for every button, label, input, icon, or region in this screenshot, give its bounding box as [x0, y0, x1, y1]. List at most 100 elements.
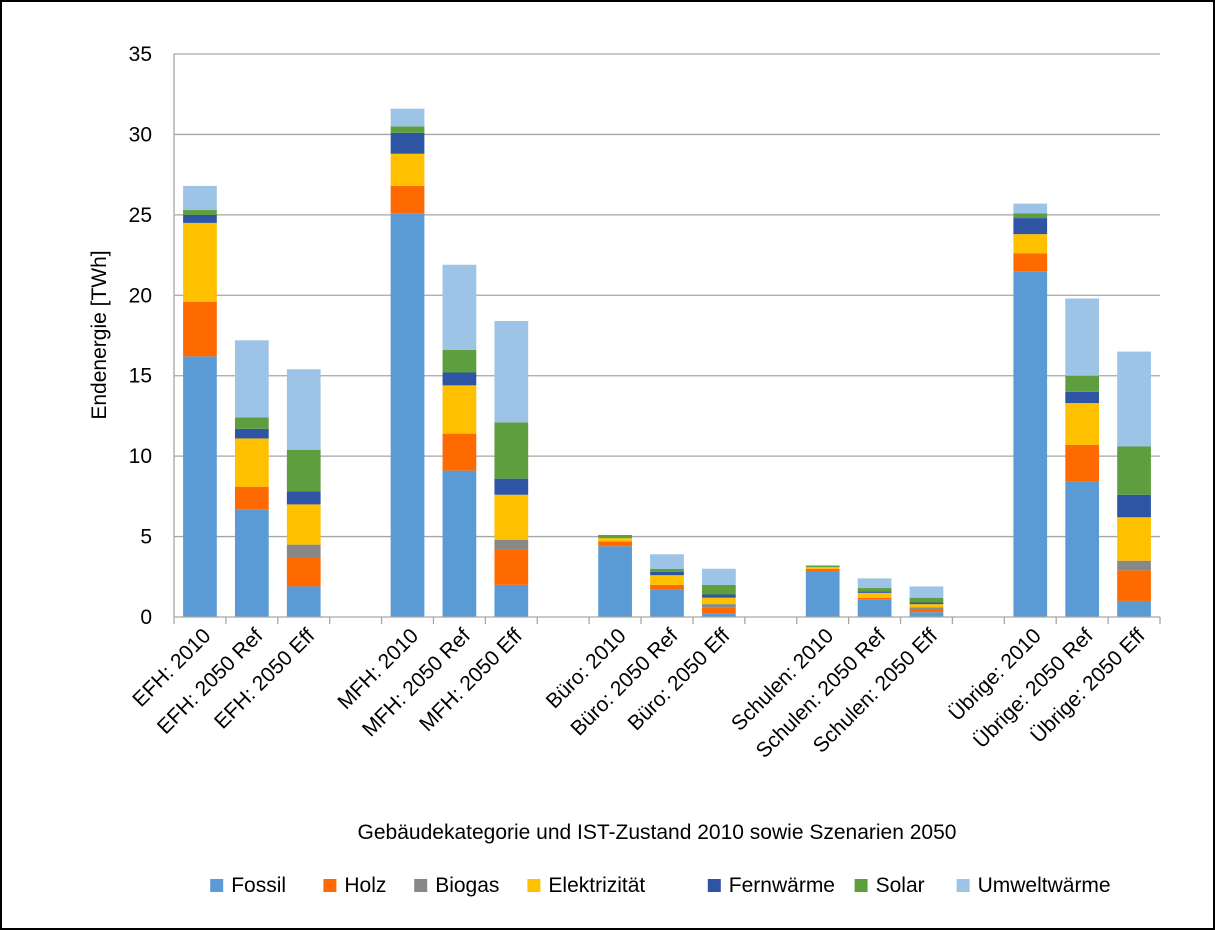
- bar-segment: [183, 210, 217, 215]
- legend-swatch: [527, 879, 541, 892]
- bar-segment: [650, 554, 684, 569]
- bar-segment: [494, 478, 529, 495]
- y-tick-label: 20: [129, 284, 152, 307]
- bar-segment: [598, 546, 632, 617]
- bar-segment: [183, 222, 217, 302]
- bar-segment: [234, 417, 269, 429]
- bar-segment: [857, 592, 892, 598]
- bar-segment: [650, 568, 684, 572]
- bar-segment: [442, 264, 477, 350]
- bar-segment: [857, 588, 892, 592]
- bar-segment: [442, 470, 477, 617]
- y-tick-label: 35: [129, 43, 152, 66]
- y-tick-label: 15: [129, 365, 152, 388]
- legend-swatch: [707, 879, 721, 892]
- bar-segment: [1013, 213, 1048, 219]
- bar-segment: [494, 539, 529, 550]
- bar-segment: [286, 491, 321, 505]
- bar-segment: [650, 584, 684, 590]
- bar-segment: [1065, 444, 1100, 482]
- legend-swatch: [210, 879, 224, 892]
- bar-segment: [702, 568, 736, 585]
- legend-label: Elektrizität: [548, 874, 645, 897]
- bar-segment: [1117, 517, 1151, 561]
- y-tick-label: 30: [129, 123, 152, 146]
- y-tick-label: 0: [140, 606, 152, 629]
- bar-segment: [442, 372, 477, 386]
- bar-segment: [286, 544, 321, 558]
- bar-segment: [702, 594, 736, 598]
- bar-segment: [857, 597, 892, 600]
- bar-segment: [909, 586, 944, 598]
- bar-segment: [234, 486, 269, 510]
- bar-segment: [442, 385, 477, 434]
- bar-segment: [494, 422, 529, 479]
- bar-segment: [1117, 446, 1151, 495]
- bar-segment: [1065, 481, 1100, 617]
- x-axis-title: Gebäudekategorie und IST-Zustand 2010 so…: [358, 821, 957, 844]
- legend-label: Fossil: [231, 874, 286, 897]
- legend-swatch: [854, 879, 868, 892]
- legend-label: Biogas: [435, 874, 499, 897]
- bar-segment: [183, 301, 217, 357]
- bar-segment: [390, 132, 425, 154]
- bar-segment: [1117, 351, 1151, 447]
- bar-segment: [286, 504, 321, 545]
- bar-segment: [909, 612, 944, 617]
- bar-segment: [1013, 253, 1048, 272]
- bar-segment: [805, 567, 840, 569]
- bar-segment: [494, 321, 529, 423]
- bar-segment: [1013, 271, 1048, 617]
- bar-segment: [650, 571, 684, 576]
- bar-segment: [1013, 234, 1048, 254]
- bar-segment: [390, 108, 425, 127]
- bar-segment: [1013, 218, 1048, 235]
- bar-segment: [702, 597, 736, 605]
- bar-segment: [286, 369, 321, 450]
- bar-segment: [286, 557, 321, 587]
- bar-segment: [702, 604, 736, 608]
- bar-segment: [1065, 391, 1100, 404]
- bar-segment: [1013, 203, 1048, 214]
- y-axis-title: Endenergie [TWh]: [88, 250, 111, 419]
- legend-label: Fernwärme: [729, 874, 835, 897]
- bar-segment: [598, 538, 632, 542]
- bar-segment: [857, 578, 892, 589]
- legend-label: Solar: [876, 874, 925, 897]
- bar-segment: [183, 356, 217, 617]
- bar-segment: [442, 433, 477, 471]
- legend: Fossil Holz Biogas Elektrizität Fernwärme Sol…: [210, 874, 1111, 897]
- bar-segment: [909, 597, 944, 603]
- bar-segment: [183, 214, 217, 223]
- legend-swatch: [414, 879, 428, 892]
- bar-segment: [702, 613, 736, 617]
- bar-segment: [390, 213, 425, 617]
- bar-segment: [183, 185, 217, 211]
- bar-segment: [390, 126, 425, 133]
- bar-segment: [390, 153, 425, 186]
- bar-segment: [702, 584, 736, 595]
- legend-swatch: [956, 879, 970, 892]
- bar-segment: [857, 591, 892, 593]
- bar-segment: [234, 428, 269, 439]
- gridlines: [174, 53, 1160, 538]
- bar-segment: [1117, 600, 1151, 617]
- bar-segment: [1117, 494, 1151, 518]
- bar-segment: [286, 449, 321, 492]
- y-tick-label: 10: [129, 445, 152, 468]
- bar-segment: [909, 602, 944, 605]
- bar-segment: [702, 607, 736, 614]
- bar-segment: [909, 607, 944, 609]
- bar-segment: [598, 534, 632, 539]
- bar-segment: [494, 549, 529, 585]
- bar-segment: [442, 349, 477, 373]
- bar-segment: [598, 541, 632, 547]
- bar-segment: [805, 568, 840, 572]
- bar-segment: [1065, 375, 1100, 392]
- bar-segment: [857, 599, 892, 617]
- legend-swatch: [323, 879, 337, 892]
- bar-segment: [390, 185, 425, 214]
- bar-segment: [650, 589, 684, 617]
- bar-segment: [234, 509, 269, 617]
